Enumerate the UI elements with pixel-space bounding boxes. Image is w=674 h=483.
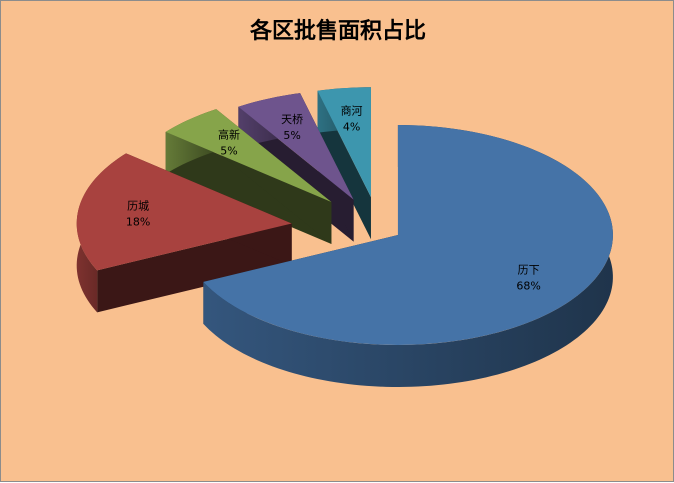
data-label-percent: 5% <box>220 145 237 158</box>
slice-top-face <box>238 93 354 200</box>
data-label-percent: 68% <box>516 279 540 292</box>
data-label-percent: 18% <box>126 216 150 229</box>
pie-slice-1 <box>76 153 292 313</box>
data-label-name: 高新 <box>218 128 240 142</box>
data-label-percent: 5% <box>283 129 300 142</box>
pie-slice-4 <box>317 87 371 240</box>
slice-top-face <box>203 125 613 346</box>
pie-slice-2 <box>165 109 332 244</box>
slice-top-face <box>76 153 292 271</box>
slice-top-face <box>317 87 371 198</box>
data-label-name: 天桥 <box>281 113 303 126</box>
slice-top-face <box>165 109 332 202</box>
chart-title: 各区批售面积占比 <box>249 19 426 44</box>
data-label-name: 商河 <box>341 104 363 118</box>
slice-side-face <box>165 131 332 244</box>
data-label-name: 历城 <box>127 200 149 213</box>
slice-side-face <box>97 223 292 313</box>
data-label-name: 历下 <box>518 263 540 276</box>
data-label-percent: 4% <box>343 121 360 134</box>
pie-slice-0 <box>203 125 613 388</box>
